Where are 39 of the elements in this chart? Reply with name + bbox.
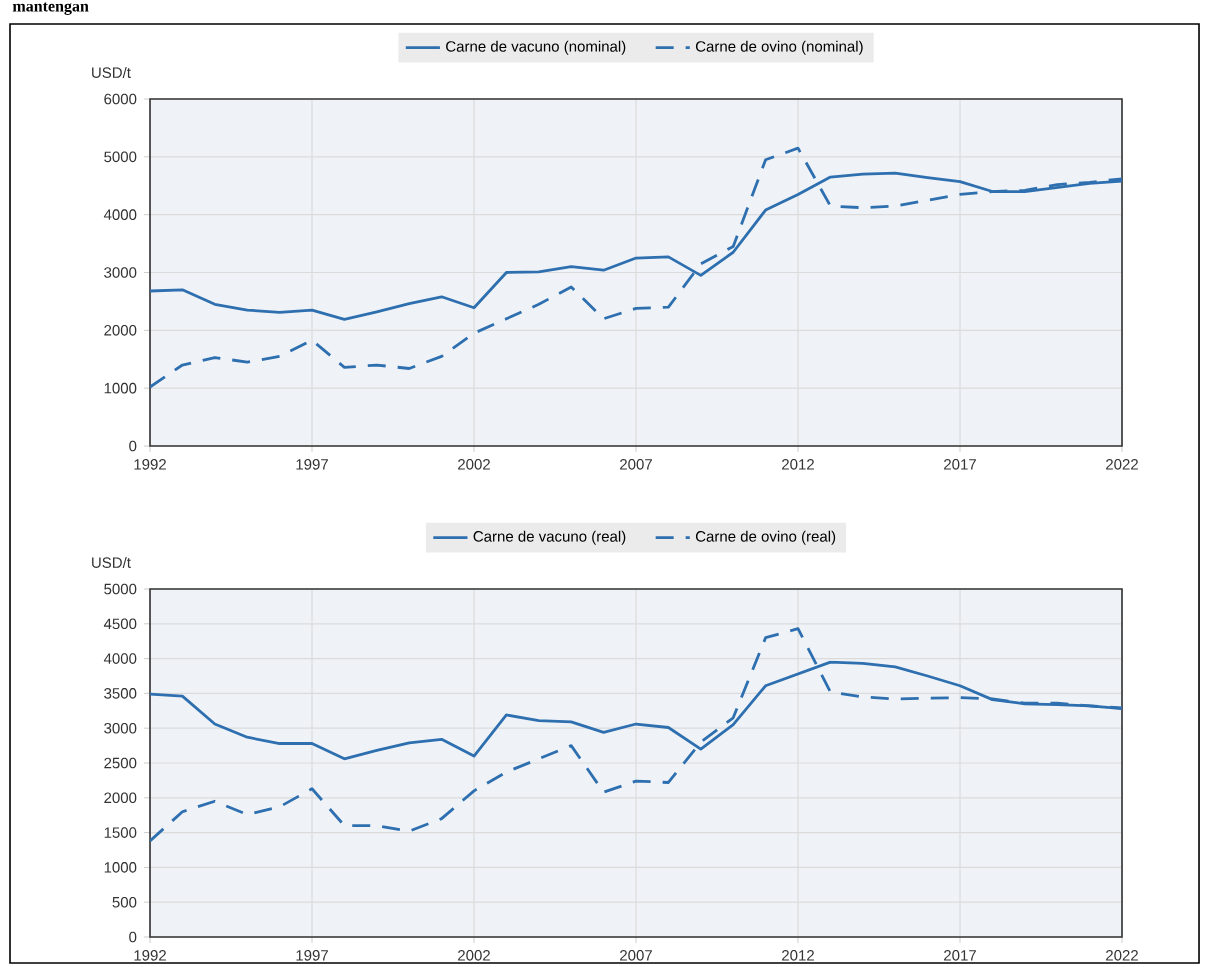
y-tick-label: 0	[129, 931, 137, 943]
legend-label: Carne de vacuno (real)	[473, 530, 626, 545]
x-tick-label: 1997	[296, 949, 328, 961]
x-tick-label: 2017	[944, 458, 976, 470]
legend-label: Carne de vacuno (nominal)	[446, 40, 626, 55]
y-tick-label: 1000	[104, 861, 137, 873]
x-tick-label: 1997	[296, 458, 328, 470]
x-tick-label: 1992	[134, 458, 166, 470]
text: mantengan	[12, 2, 89, 15]
legend-label: Carne de ovino (real)	[695, 530, 836, 545]
y-tick-label: 2000	[104, 324, 137, 336]
y-axis-title: USD/t	[92, 66, 131, 78]
x-tick-label: 2002	[458, 949, 490, 961]
y-tick-label: 3000	[104, 722, 137, 734]
y-tick-label: 1500	[104, 827, 137, 838]
y-tick-label: 4500	[103, 618, 137, 629]
x-tick-label: 2022	[1106, 458, 1138, 470]
y-tick-label: 1000	[104, 382, 137, 394]
y-tick-label: 5000	[104, 151, 137, 162]
y-tick-label: 4000	[103, 209, 137, 220]
x-tick-label: 2017	[944, 949, 976, 961]
y-tick-label: 5000	[104, 583, 137, 595]
y-tick-label: 2500	[104, 757, 137, 769]
y-tick-label: 500	[112, 896, 137, 908]
y-tick-label: 2000	[104, 792, 137, 803]
y-axis-title: USD/t	[92, 556, 131, 568]
legend-label: Carne de ovino (nominal)	[695, 40, 863, 55]
x-tick-label: 2012	[782, 458, 814, 470]
x-tick-label: 2002	[458, 458, 490, 470]
x-tick-label: 2007	[620, 458, 652, 470]
x-tick-label: 2012	[782, 949, 814, 961]
y-tick-label: 3500	[104, 687, 137, 699]
y-tick-label: 0	[129, 440, 137, 452]
x-tick-label: 2007	[620, 949, 652, 961]
y-tick-label: 6000	[104, 93, 137, 105]
y-tick-label: 3000	[104, 267, 137, 278]
x-tick-label: 1992	[134, 949, 166, 961]
y-tick-label: 4000	[103, 653, 137, 664]
x-tick-label: 2022	[1106, 949, 1138, 961]
